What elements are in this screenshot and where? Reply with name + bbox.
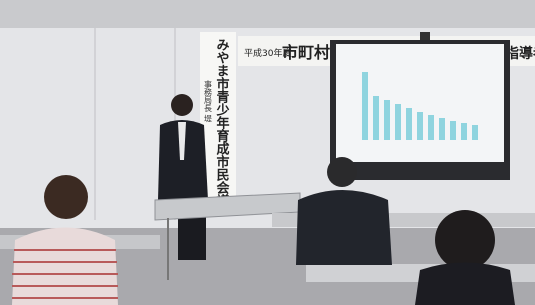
attendee-body bbox=[415, 263, 515, 305]
ceiling bbox=[0, 0, 535, 28]
projector-mount bbox=[420, 32, 430, 40]
speaker-head bbox=[171, 94, 193, 116]
attendee-body bbox=[296, 190, 392, 265]
attendee-head bbox=[435, 210, 495, 270]
page: 平成30年度 市町村民会 指導者 みやま市青少年育成市民会議 事務局長 堤 ((… bbox=[0, 0, 535, 305]
photo: 平成30年度 市町村民会 指導者 みやま市青少年育成市民会議 事務局長 堤 bbox=[0, 0, 535, 305]
attendee-body bbox=[12, 228, 118, 305]
attendee-head bbox=[44, 175, 88, 219]
vertical-banner-speaker: 事務局長 堤 bbox=[204, 79, 213, 124]
vertical-banner-org: みやま市青少年育成市民会議 bbox=[214, 38, 231, 208]
screen bbox=[336, 44, 504, 162]
attendee-head bbox=[327, 157, 357, 187]
